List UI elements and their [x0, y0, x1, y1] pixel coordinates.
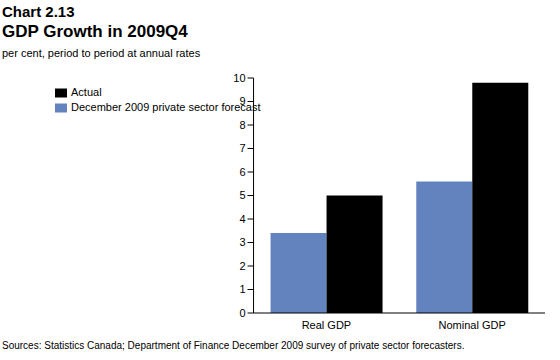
svg-text:5: 5: [239, 189, 245, 201]
svg-text:4: 4: [239, 213, 245, 225]
svg-text:0: 0: [239, 307, 245, 319]
svg-text:6: 6: [239, 166, 245, 178]
svg-text:2: 2: [239, 260, 245, 272]
svg-text:3: 3: [239, 236, 245, 248]
svg-text:8: 8: [239, 119, 245, 131]
svg-text:Nominal GDP: Nominal GDP: [439, 319, 506, 331]
svg-text:1: 1: [239, 283, 245, 295]
svg-text:10: 10: [233, 72, 245, 84]
svg-text:Real GDP: Real GDP: [302, 319, 352, 331]
svg-text:9: 9: [239, 95, 245, 107]
svg-text:7: 7: [239, 142, 245, 154]
